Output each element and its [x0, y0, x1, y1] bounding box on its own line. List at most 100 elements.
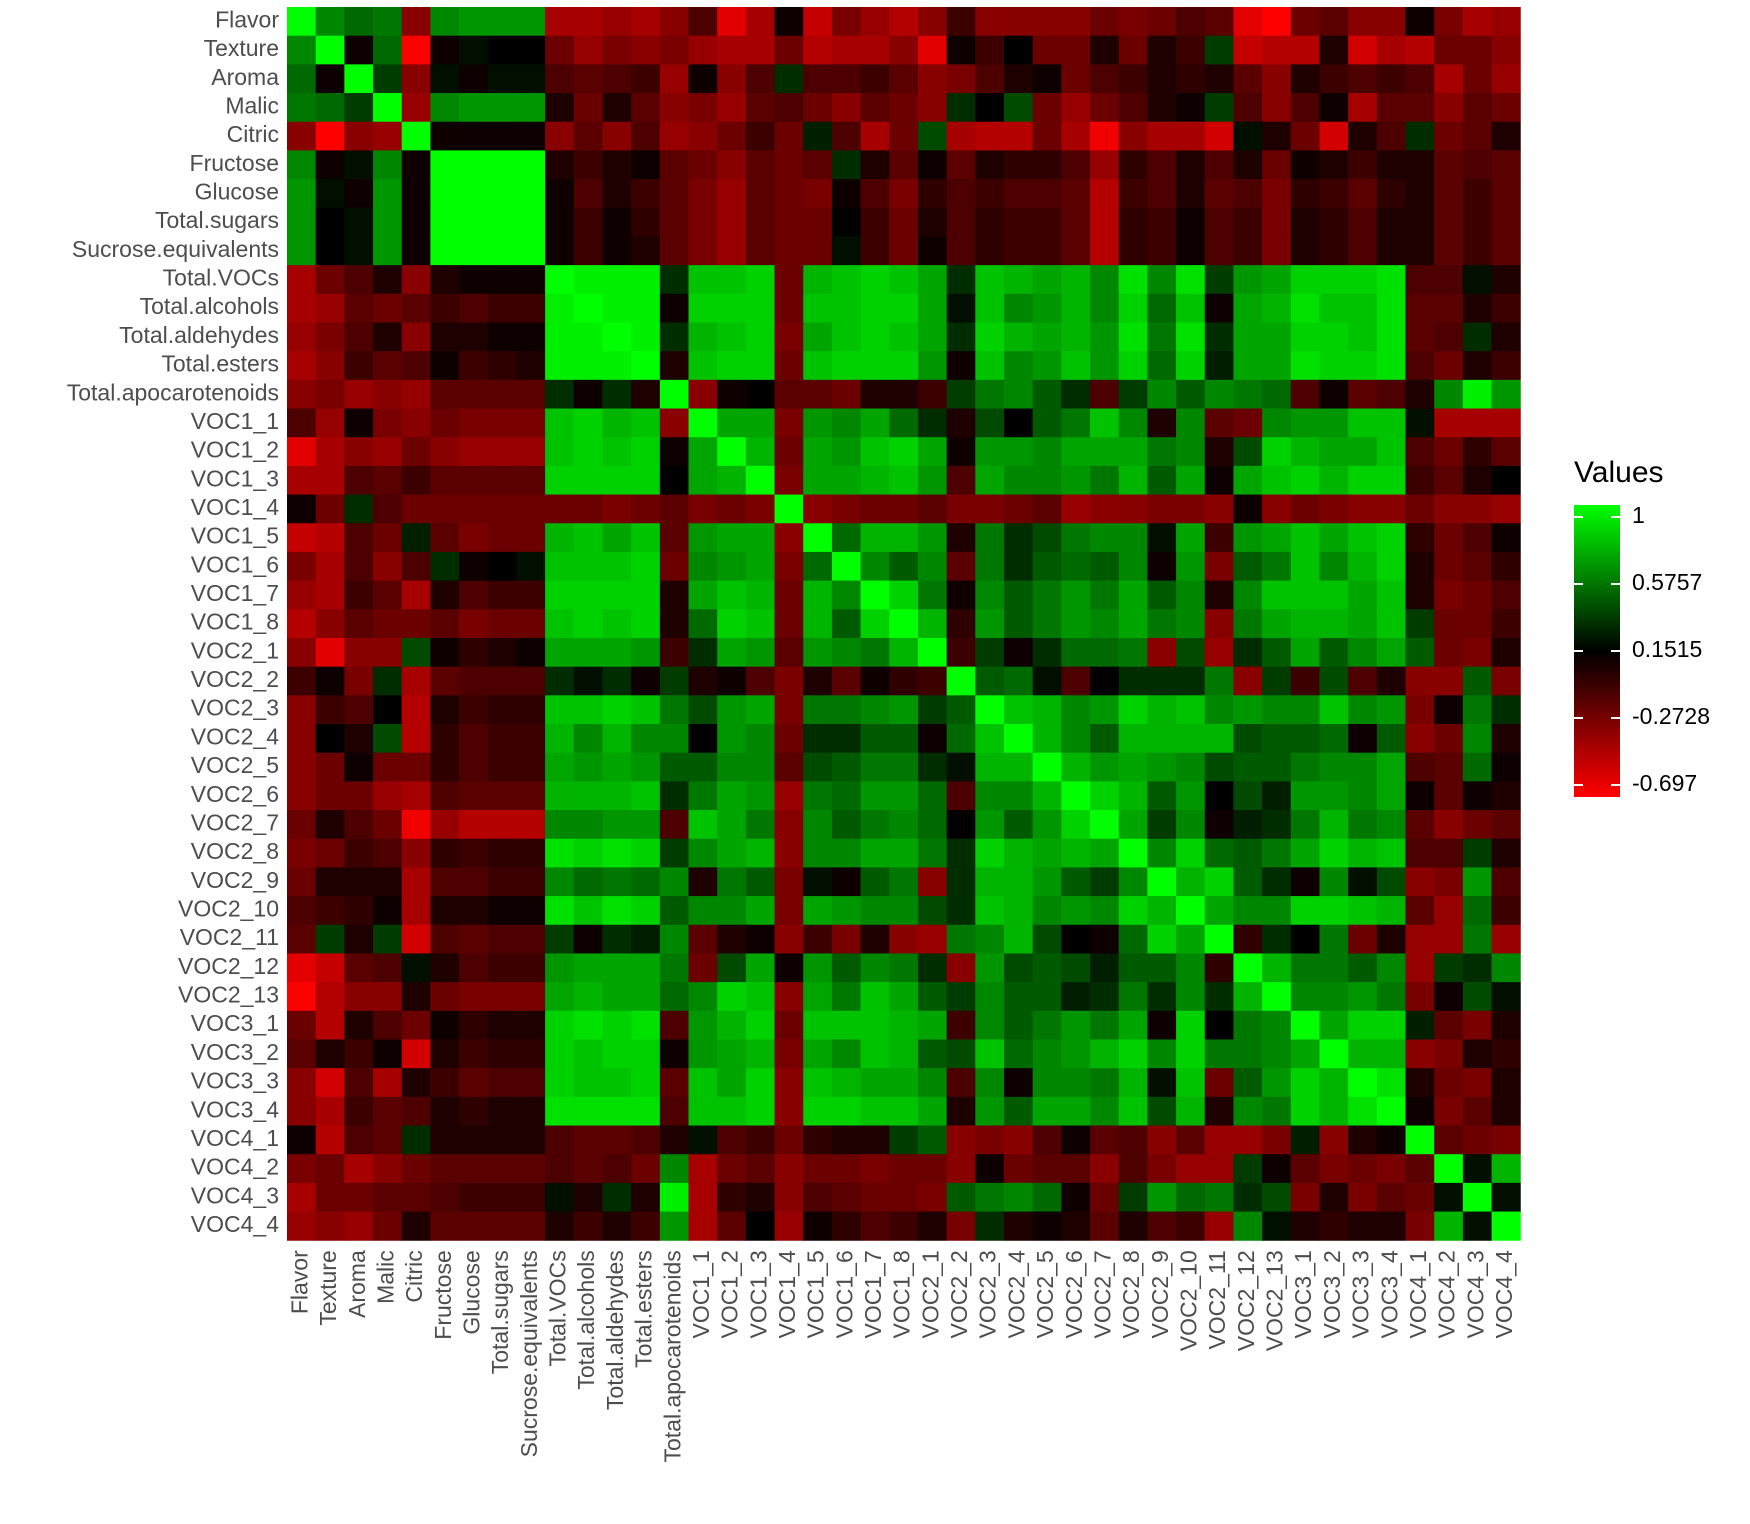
- heatmap-cell: [860, 1039, 890, 1069]
- heatmap-cell: [1290, 637, 1320, 668]
- heatmap-cell: [487, 7, 517, 37]
- heatmap-cell: [889, 523, 919, 553]
- heatmap-cell: [831, 838, 862, 868]
- heatmap-cell: [430, 236, 460, 266]
- heatmap-cell: [1491, 752, 1521, 782]
- heatmap-cell: [745, 695, 776, 725]
- heatmap-cell: [688, 1010, 718, 1040]
- heatmap-cell: [459, 982, 489, 1012]
- heatmap-cell: [1319, 93, 1349, 123]
- heatmap-cell: [573, 637, 603, 668]
- heatmap-cell: [1004, 465, 1034, 496]
- heatmap-cell: [860, 838, 890, 868]
- heatmap-cell: [1233, 379, 1263, 410]
- heatmap-cell: [1462, 35, 1493, 65]
- heatmap-cell: [487, 896, 517, 926]
- heatmap-cell: [1462, 1182, 1493, 1213]
- y-tick-label: Aroma: [211, 64, 279, 90]
- heatmap-cell: [717, 580, 747, 610]
- heatmap-cell: [1176, 551, 1206, 582]
- heatmap-cell: [1004, 724, 1034, 754]
- heatmap-cell: [1176, 924, 1206, 954]
- heatmap-cell: [659, 1039, 690, 1069]
- heatmap-cell: [516, 1068, 546, 1098]
- heatmap-cell: [1405, 752, 1435, 782]
- heatmap-cell: [545, 437, 575, 467]
- heatmap-cell: [860, 1010, 890, 1040]
- heatmap-cell: [602, 609, 632, 639]
- heatmap-cell: [659, 1182, 690, 1213]
- heatmap-cell: [1491, 379, 1521, 410]
- heatmap-cell: [1319, 293, 1349, 323]
- heatmap-cell: [860, 35, 890, 65]
- heatmap-cell: [1376, 494, 1407, 524]
- y-tick-label: VOC4_3: [191, 1182, 279, 1208]
- heatmap-cell: [1491, 637, 1521, 668]
- heatmap-cell: [602, 838, 632, 868]
- heatmap-cell: [430, 494, 460, 524]
- heatmap-cell: [545, 781, 575, 811]
- heatmap-cell: [631, 35, 661, 65]
- heatmap-cell: [344, 265, 374, 295]
- heatmap-cell: [1147, 408, 1177, 438]
- heatmap-cell: [688, 293, 718, 323]
- heatmap-cell: [917, 1010, 948, 1040]
- heatmap-cell: [1118, 35, 1148, 65]
- heatmap-cell: [1118, 724, 1148, 754]
- heatmap-cell: [459, 236, 489, 266]
- heatmap-cell: [1434, 7, 1464, 37]
- heatmap-cell: [344, 494, 374, 524]
- heatmap-cell: [1090, 580, 1120, 610]
- heatmap-cell: [373, 838, 403, 868]
- heatmap-cell: [545, 551, 575, 582]
- heatmap-cell: [803, 838, 833, 868]
- heatmap-cell: [315, 379, 345, 410]
- heatmap-cell: [659, 637, 690, 668]
- heatmap-cell: [860, 379, 890, 410]
- heatmap-cell: [975, 7, 1005, 37]
- heatmap-cell: [1348, 265, 1378, 295]
- heatmap-cell: [602, 93, 632, 123]
- heatmap-cell: [1032, 179, 1062, 209]
- heatmap-cell: [487, 465, 517, 496]
- heatmap-cell: [774, 551, 804, 582]
- heatmap-cell: [1262, 179, 1292, 209]
- heatmap-cell: [315, 93, 345, 123]
- heatmap-cell: [1176, 35, 1206, 65]
- heatmap-cell: [659, 695, 690, 725]
- heatmap-cell: [1090, 93, 1120, 123]
- heatmap-cell: [745, 1154, 776, 1184]
- heatmap-cell: [573, 351, 603, 381]
- heatmap-cell: [315, 64, 345, 94]
- heatmap-cell: [659, 609, 690, 639]
- heatmap-cell: [344, 150, 374, 180]
- heatmap-cell: [946, 494, 976, 524]
- heatmap-cell: [1147, 64, 1177, 94]
- heatmap-cell: [516, 810, 546, 840]
- heatmap-cell: [717, 1154, 747, 1184]
- heatmap-cell: [860, 1211, 890, 1241]
- heatmap-cell: [717, 351, 747, 381]
- heatmap-cell: [1004, 896, 1034, 926]
- heatmap-cell: [831, 408, 862, 438]
- heatmap-cell: [1262, 580, 1292, 610]
- heatmap-cell: [1061, 523, 1091, 553]
- heatmap-cell: [315, 637, 345, 668]
- heatmap-cell: [975, 695, 1005, 725]
- heatmap-cell: [545, 494, 575, 524]
- heatmap-cell: [745, 150, 776, 180]
- heatmap-cell: [1176, 953, 1206, 983]
- heatmap-cell: [1118, 93, 1148, 123]
- x-tick-label: VOC2_3: [975, 1250, 1001, 1338]
- heatmap-cell: [287, 1125, 317, 1155]
- heatmap-cell: [803, 121, 833, 151]
- heatmap-cell: [1376, 379, 1407, 410]
- heatmap-cell: [516, 322, 546, 352]
- heatmap-cell: [688, 93, 718, 123]
- heatmap-cell: [516, 93, 546, 123]
- heatmap-cell: [516, 379, 546, 410]
- heatmap-cell: [803, 437, 833, 467]
- heatmap-cell: [860, 351, 890, 381]
- heatmap-cell: [315, 351, 345, 381]
- heatmap-cell: [287, 609, 317, 639]
